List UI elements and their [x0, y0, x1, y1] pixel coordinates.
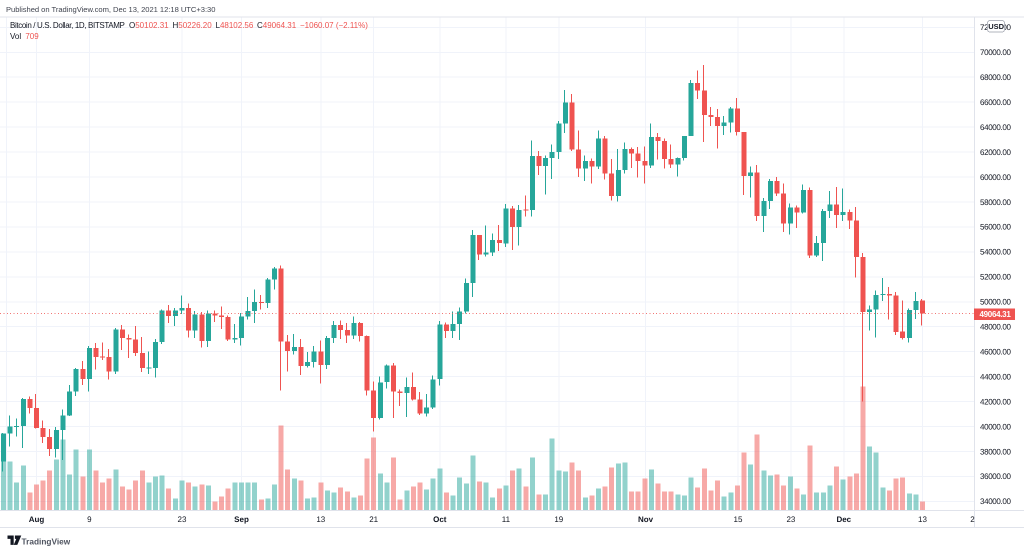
- svg-text:50000.00: 50000.00: [980, 298, 1011, 307]
- svg-text:54000.00: 54000.00: [980, 248, 1011, 257]
- svg-text:68000.00: 68000.00: [980, 73, 1011, 82]
- svg-text:Oct: Oct: [433, 515, 447, 524]
- svg-text:49064.31: 49064.31: [980, 310, 1012, 319]
- svg-text:9: 9: [87, 515, 92, 524]
- svg-text:40000.00: 40000.00: [980, 422, 1011, 431]
- svg-text:13: 13: [918, 515, 927, 524]
- svg-text:11: 11: [502, 515, 511, 524]
- svg-text:21: 21: [369, 515, 378, 524]
- svg-text:38000.00: 38000.00: [980, 447, 1011, 456]
- svg-text:56000.00: 56000.00: [980, 223, 1011, 232]
- svg-text:23: 23: [786, 515, 795, 524]
- svg-text:58000.00: 58000.00: [980, 198, 1011, 207]
- svg-text:USD: USD: [988, 22, 1004, 31]
- svg-text:Nov: Nov: [638, 515, 654, 524]
- svg-text:70000.00: 70000.00: [980, 48, 1011, 57]
- svg-text:52000.00: 52000.00: [980, 273, 1011, 282]
- svg-text:19: 19: [554, 515, 563, 524]
- svg-text:60000.00: 60000.00: [980, 173, 1011, 182]
- svg-text:15: 15: [734, 515, 743, 524]
- svg-text:36000.00: 36000.00: [980, 472, 1011, 481]
- svg-text:66000.00: 66000.00: [980, 98, 1011, 107]
- svg-text:Sep: Sep: [234, 515, 249, 524]
- svg-text:Aug: Aug: [29, 515, 45, 524]
- svg-text:46000.00: 46000.00: [980, 348, 1011, 357]
- svg-text:34000.00: 34000.00: [980, 497, 1011, 506]
- svg-text:64000.00: 64000.00: [980, 123, 1011, 132]
- svg-text:48000.00: 48000.00: [980, 323, 1011, 332]
- svg-text:44000.00: 44000.00: [980, 372, 1011, 381]
- svg-text:42000.00: 42000.00: [980, 397, 1011, 406]
- svg-text:2: 2: [970, 515, 975, 524]
- svg-text:13: 13: [316, 515, 325, 524]
- svg-text:TradingView: TradingView: [22, 536, 71, 546]
- svg-text:62000.00: 62000.00: [980, 148, 1011, 157]
- svg-text:23: 23: [178, 515, 187, 524]
- svg-text:Dec: Dec: [836, 515, 851, 524]
